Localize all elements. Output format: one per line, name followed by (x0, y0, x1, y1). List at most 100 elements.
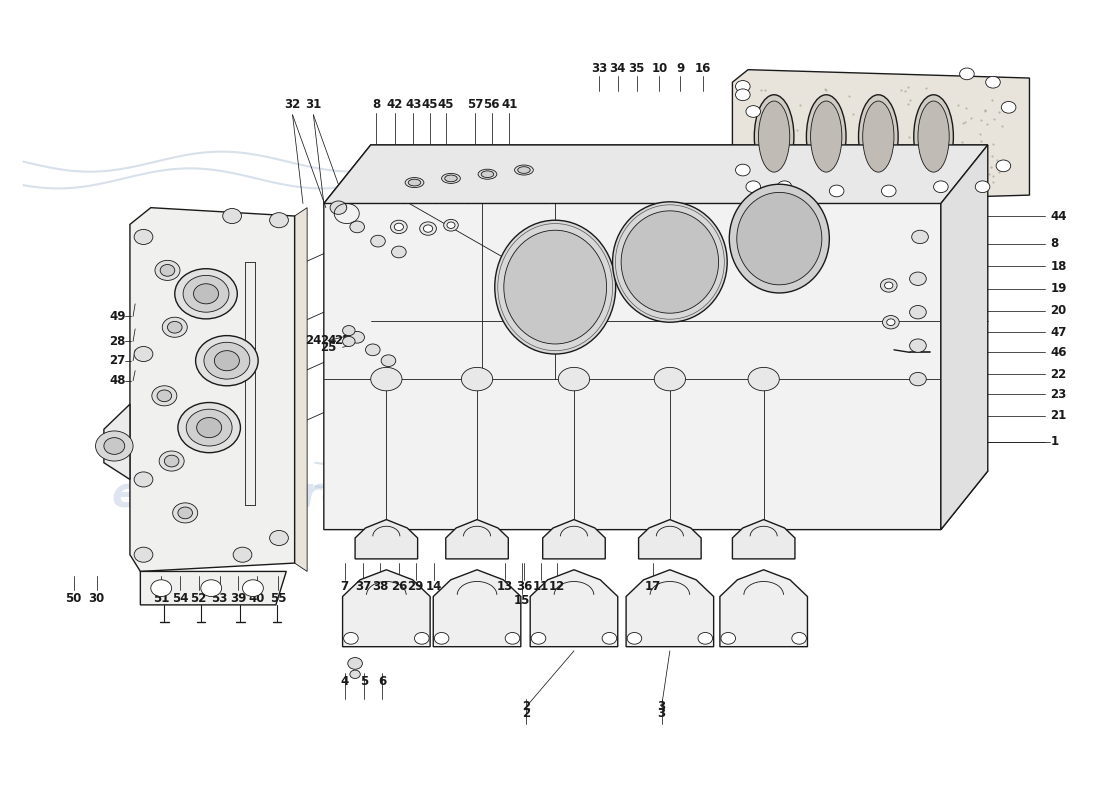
Circle shape (698, 633, 713, 644)
Polygon shape (141, 571, 286, 605)
Circle shape (134, 346, 153, 362)
Text: 14: 14 (426, 580, 442, 593)
Text: 3: 3 (658, 707, 666, 720)
Circle shape (746, 181, 760, 193)
Circle shape (736, 164, 750, 176)
Circle shape (103, 438, 124, 454)
Text: 49: 49 (109, 310, 125, 323)
Ellipse shape (441, 174, 461, 183)
Text: 22: 22 (1050, 367, 1067, 381)
Circle shape (959, 68, 975, 80)
Circle shape (392, 246, 406, 258)
Circle shape (152, 386, 177, 406)
Text: 56: 56 (483, 98, 499, 111)
Polygon shape (719, 570, 807, 646)
Circle shape (910, 373, 926, 386)
Ellipse shape (518, 166, 530, 174)
Circle shape (882, 315, 899, 329)
Circle shape (201, 580, 222, 597)
Circle shape (134, 472, 153, 487)
Circle shape (531, 633, 546, 644)
Text: 4: 4 (341, 675, 349, 688)
Ellipse shape (621, 211, 718, 313)
Circle shape (178, 507, 192, 518)
Text: 13: 13 (497, 580, 514, 593)
Circle shape (910, 272, 926, 286)
Text: 12: 12 (549, 580, 565, 593)
Circle shape (912, 230, 928, 244)
Ellipse shape (737, 192, 822, 285)
Text: 24: 24 (320, 334, 337, 347)
Text: 37: 37 (355, 580, 372, 593)
Polygon shape (342, 570, 430, 646)
Circle shape (183, 275, 229, 312)
Circle shape (151, 580, 172, 597)
Ellipse shape (759, 101, 790, 172)
Circle shape (350, 221, 364, 233)
Circle shape (1001, 102, 1016, 113)
Ellipse shape (481, 171, 494, 178)
Ellipse shape (862, 101, 894, 172)
Text: 46: 46 (1050, 346, 1067, 359)
Ellipse shape (755, 94, 794, 178)
Circle shape (627, 633, 641, 644)
Circle shape (881, 185, 896, 197)
Circle shape (986, 76, 1000, 88)
Circle shape (233, 547, 252, 562)
Text: 39: 39 (230, 592, 246, 605)
Text: 51: 51 (153, 592, 169, 605)
Ellipse shape (729, 184, 829, 293)
Circle shape (175, 269, 238, 319)
Circle shape (887, 319, 895, 326)
Text: 23: 23 (1050, 388, 1067, 401)
Text: 41: 41 (502, 98, 517, 111)
Text: 9: 9 (676, 62, 684, 74)
Polygon shape (530, 570, 618, 646)
Circle shape (160, 451, 184, 471)
Circle shape (342, 326, 355, 336)
Ellipse shape (504, 230, 606, 344)
Ellipse shape (806, 94, 846, 178)
Polygon shape (446, 519, 508, 559)
Ellipse shape (371, 367, 402, 391)
Polygon shape (130, 208, 295, 571)
Text: 28: 28 (109, 335, 125, 348)
Text: 11: 11 (532, 580, 549, 593)
Circle shape (424, 225, 432, 232)
Circle shape (348, 658, 362, 670)
Polygon shape (103, 404, 130, 479)
Circle shape (447, 222, 455, 229)
Text: 6: 6 (378, 675, 386, 688)
Circle shape (394, 223, 404, 230)
Text: 15: 15 (514, 594, 530, 607)
Text: 38: 38 (372, 580, 388, 593)
Circle shape (173, 503, 198, 523)
Text: 16: 16 (695, 62, 712, 74)
Circle shape (330, 201, 346, 214)
Text: 35: 35 (628, 62, 645, 74)
Circle shape (829, 185, 844, 197)
Circle shape (186, 409, 232, 446)
Circle shape (381, 355, 396, 366)
Text: 30: 30 (88, 592, 104, 605)
Ellipse shape (858, 94, 898, 178)
Circle shape (178, 402, 241, 453)
Circle shape (155, 260, 180, 281)
Polygon shape (733, 70, 1030, 203)
Text: 10: 10 (651, 62, 668, 74)
Text: 2: 2 (522, 701, 530, 714)
Circle shape (934, 181, 948, 193)
Text: 44: 44 (1050, 210, 1067, 222)
Circle shape (788, 190, 802, 201)
Ellipse shape (914, 94, 954, 178)
Circle shape (884, 282, 893, 289)
Circle shape (204, 342, 250, 379)
Text: 5: 5 (361, 675, 368, 688)
Text: 17: 17 (645, 580, 661, 593)
Ellipse shape (917, 101, 949, 172)
Text: 32: 32 (285, 98, 300, 111)
Circle shape (365, 344, 381, 356)
Circle shape (96, 431, 133, 461)
Polygon shape (542, 519, 605, 559)
Circle shape (270, 530, 288, 546)
